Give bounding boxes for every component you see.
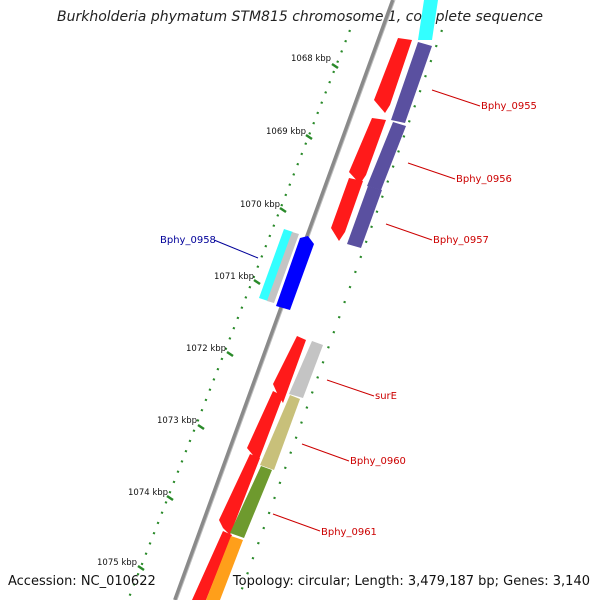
outer-dotted-line bbox=[236, 29, 444, 600]
gene-feature[interactable] bbox=[347, 186, 382, 248]
scale-tick bbox=[253, 278, 261, 286]
scale-tick bbox=[226, 350, 234, 358]
scale-label: 1075 kbp bbox=[97, 558, 137, 568]
gene-feature[interactable] bbox=[206, 536, 243, 600]
scale-label: 1068 kbp bbox=[291, 54, 331, 64]
gene-feature[interactable] bbox=[230, 466, 272, 538]
leader-line bbox=[431, 89, 481, 107]
gene-label-bphy-0958[interactable]: Bphy_0958 bbox=[160, 235, 216, 246]
gene-label-bphy-0961[interactable]: Bphy_0961 bbox=[321, 527, 377, 538]
leader-line bbox=[272, 513, 321, 532]
gene-feature[interactable] bbox=[219, 454, 260, 535]
gene-feature[interactable] bbox=[267, 232, 299, 303]
gene-feature[interactable] bbox=[418, 0, 438, 40]
label-leaders bbox=[213, 89, 481, 532]
gene-labels: Bphy_0955 Bphy_0956 Bphy_0957 Bphy_0958 … bbox=[160, 101, 537, 538]
topology-text: Topology: circular; Length: 3,479,187 bp… bbox=[232, 574, 590, 589]
leader-line bbox=[213, 239, 259, 259]
gene-feature[interactable] bbox=[247, 391, 283, 462]
gene-feature[interactable] bbox=[349, 118, 386, 184]
scale-labels: 1068 kbp 1069 kbp 1070 kbp 1071 kbp 1072… bbox=[97, 54, 331, 568]
gene-feature[interactable] bbox=[260, 395, 300, 470]
gene-label-bphy-0955[interactable]: Bphy_0955 bbox=[481, 101, 537, 112]
scale-ticks bbox=[137, 62, 339, 572]
scale-label: 1073 kbp bbox=[157, 416, 197, 426]
scale-tick bbox=[137, 564, 145, 572]
scale-label: 1069 kbp bbox=[266, 127, 306, 137]
gene-label-bphy-0960[interactable]: Bphy_0960 bbox=[350, 456, 406, 467]
gene-label-bphy-0956[interactable]: Bphy_0956 bbox=[456, 174, 512, 185]
accession-text: Accession: NC_010622 bbox=[8, 574, 156, 589]
gene-feature[interactable] bbox=[331, 178, 363, 241]
scale-label: 1074 kbp bbox=[128, 488, 168, 498]
scale-label: 1071 kbp bbox=[214, 272, 254, 282]
scale-label: 1072 kbp bbox=[186, 344, 226, 354]
leader-line bbox=[301, 443, 350, 462]
scale-tick bbox=[279, 206, 287, 214]
leader-line bbox=[326, 379, 375, 397]
scale-tick bbox=[331, 62, 339, 70]
gene-feature[interactable] bbox=[276, 236, 314, 310]
leader-line bbox=[407, 162, 456, 180]
scale-tick bbox=[305, 133, 313, 141]
scale-label: 1070 kbp bbox=[240, 200, 280, 210]
gene-feature[interactable] bbox=[259, 229, 293, 301]
gene-feature[interactable] bbox=[391, 42, 432, 123]
leader-line bbox=[385, 223, 433, 241]
scale-tick bbox=[197, 423, 205, 431]
gene-feature[interactable] bbox=[367, 122, 406, 190]
gene-feature[interactable] bbox=[374, 38, 412, 113]
gene-label-bphy-0957[interactable]: Bphy_0957 bbox=[433, 235, 489, 246]
gene-feature[interactable] bbox=[289, 341, 323, 398]
scale-tick bbox=[166, 494, 174, 502]
gene-feature[interactable] bbox=[192, 531, 232, 600]
gene-feature[interactable] bbox=[273, 336, 306, 403]
gene-label-sure[interactable]: surE bbox=[375, 391, 397, 402]
